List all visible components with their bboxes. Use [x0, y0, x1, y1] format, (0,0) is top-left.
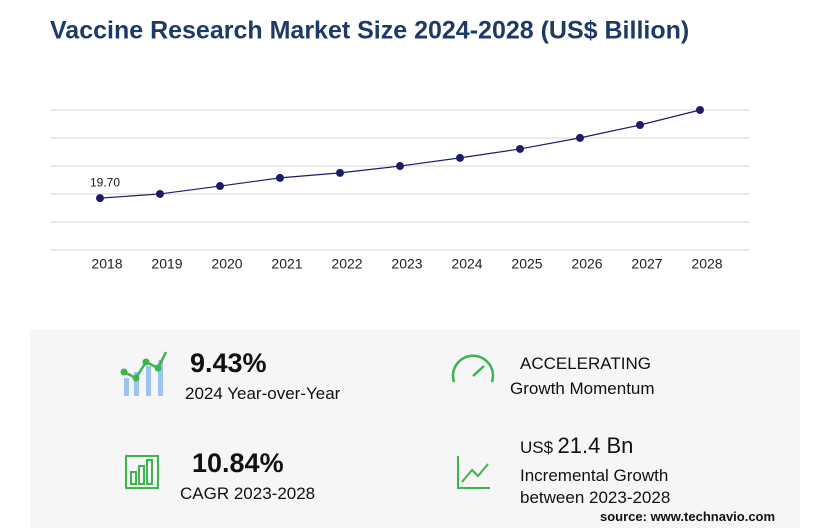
x-tick-label: 2023 — [391, 256, 422, 272]
marker — [156, 189, 164, 198]
cagr-icon — [125, 455, 159, 489]
x-tick-label: 2027 — [631, 256, 662, 272]
data-label: 19.70 — [90, 175, 120, 189]
x-tick-label: 2026 — [571, 256, 602, 272]
marker — [96, 194, 104, 203]
marker — [576, 133, 584, 142]
x-tick-label: 2020 — [211, 256, 242, 272]
x-tick-label: 2018 — [91, 256, 122, 272]
stat-label: 2024 Year-over-Year — [185, 384, 341, 403]
x-tick-label: 2024 — [451, 256, 482, 272]
x-tick-label: 2019 — [151, 256, 182, 272]
chart-title: Vaccine Research Market Size 2024-2028 (… — [50, 17, 689, 45]
stat-value: 9.43% — [190, 348, 267, 378]
stat-label: between 2023-2028 — [520, 488, 671, 507]
x-tick-label: 2022 — [331, 256, 362, 272]
marker — [336, 168, 344, 177]
stat-value: 10.84% — [192, 448, 284, 478]
marker — [396, 162, 404, 171]
growth-icon — [457, 456, 490, 489]
marker — [216, 182, 224, 191]
stat-label: Growth Momentum — [510, 379, 655, 398]
yoy-icon — [120, 351, 168, 396]
chart: Vaccine Research Market Size 2024-2028 (… — [50, 17, 750, 272]
stat-value: ACCELERATING — [520, 354, 651, 373]
stat-label: Incremental Growth — [520, 466, 669, 485]
marker — [636, 121, 644, 129]
stat-prefix: US$ — [520, 438, 554, 457]
marker — [696, 106, 704, 114]
x-tick-label: 2028 — [691, 256, 722, 272]
marker — [276, 173, 284, 182]
x-tick-label: 2025 — [511, 256, 542, 272]
stat-label: CAGR 2023-2028 — [180, 484, 316, 503]
marker — [516, 144, 524, 153]
marker — [456, 153, 464, 162]
stat-value: 21.4 Bn — [557, 433, 634, 458]
x-tick-label: 2021 — [271, 256, 302, 272]
gauge-icon — [451, 354, 495, 383]
stat-value-group: US$ 21.4 Bn — [520, 433, 633, 459]
source: source: www.technavio.com — [600, 509, 776, 524]
